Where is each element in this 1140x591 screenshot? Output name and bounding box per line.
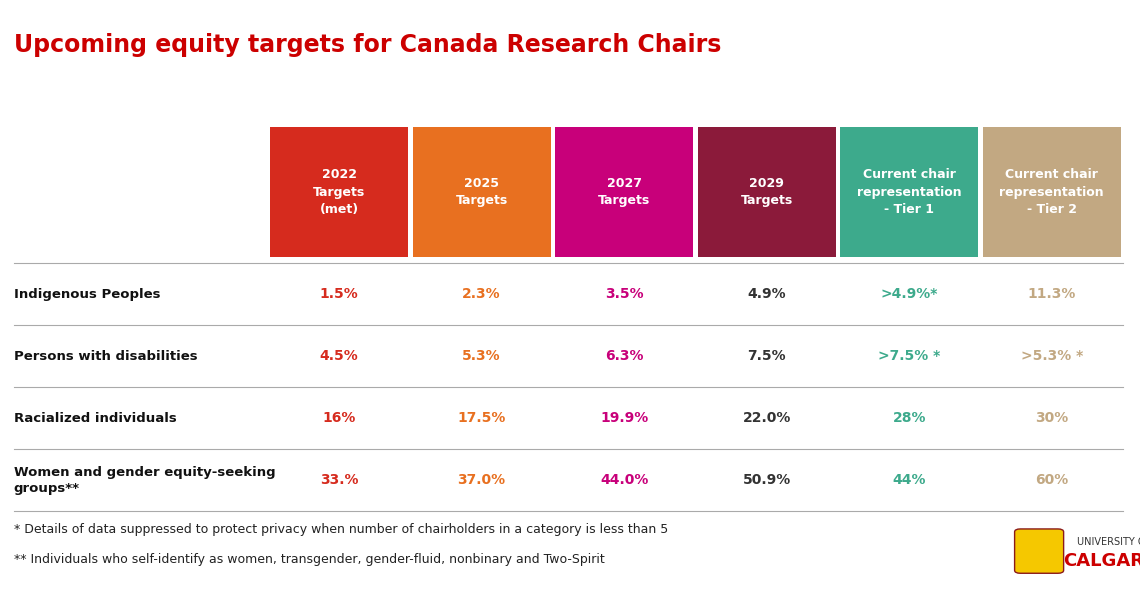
Text: Upcoming equity targets for Canada Research Chairs: Upcoming equity targets for Canada Resea… xyxy=(14,33,722,57)
FancyBboxPatch shape xyxy=(698,127,836,257)
Text: 44%: 44% xyxy=(893,473,926,487)
Text: 7.5%: 7.5% xyxy=(748,349,785,363)
Text: 50.9%: 50.9% xyxy=(742,473,791,487)
FancyBboxPatch shape xyxy=(270,127,408,257)
Text: 4.9%: 4.9% xyxy=(748,287,785,301)
FancyBboxPatch shape xyxy=(413,127,551,257)
Text: 17.5%: 17.5% xyxy=(457,411,506,425)
Text: Current chair
representation
- Tier 1: Current chair representation - Tier 1 xyxy=(857,168,961,216)
FancyBboxPatch shape xyxy=(983,127,1121,257)
Text: 33.%: 33.% xyxy=(320,473,358,487)
Text: Indigenous Peoples: Indigenous Peoples xyxy=(14,288,161,300)
Text: 2022
Targets
(met): 2022 Targets (met) xyxy=(314,168,365,216)
Text: 44.0%: 44.0% xyxy=(600,473,649,487)
Text: >5.3% *: >5.3% * xyxy=(1020,349,1083,363)
Text: * Details of data suppressed to protect privacy when number of chairholders in a: * Details of data suppressed to protect … xyxy=(14,523,668,536)
Text: 19.9%: 19.9% xyxy=(600,411,649,425)
Text: >4.9%*: >4.9%* xyxy=(880,287,938,301)
Text: Women and gender equity-seeking
groups**: Women and gender equity-seeking groups** xyxy=(14,466,275,495)
Text: 1.5%: 1.5% xyxy=(320,287,358,301)
Text: 2029
Targets: 2029 Targets xyxy=(741,177,792,207)
Text: 2.3%: 2.3% xyxy=(463,287,500,301)
Text: Racialized individuals: Racialized individuals xyxy=(14,412,177,424)
Text: 22.0%: 22.0% xyxy=(742,411,791,425)
Text: Current chair
representation
- Tier 2: Current chair representation - Tier 2 xyxy=(1000,168,1104,216)
Text: 6.3%: 6.3% xyxy=(605,349,643,363)
Text: CALGARY: CALGARY xyxy=(1064,553,1140,570)
FancyBboxPatch shape xyxy=(1015,529,1064,573)
Text: 3.5%: 3.5% xyxy=(605,287,643,301)
FancyBboxPatch shape xyxy=(555,127,693,257)
Text: 28%: 28% xyxy=(893,411,926,425)
Text: UNIVERSITY OF: UNIVERSITY OF xyxy=(1077,537,1140,547)
Text: 11.3%: 11.3% xyxy=(1027,287,1076,301)
Text: 2025
Targets: 2025 Targets xyxy=(456,177,507,207)
Text: Persons with disabilities: Persons with disabilities xyxy=(14,350,197,362)
Text: 37.0%: 37.0% xyxy=(457,473,506,487)
Text: 60%: 60% xyxy=(1035,473,1068,487)
Text: >7.5% *: >7.5% * xyxy=(878,349,940,363)
Text: 4.5%: 4.5% xyxy=(320,349,358,363)
Text: ** Individuals who self-identify as women, transgender, gender-fluid, nonbinary : ** Individuals who self-identify as wome… xyxy=(14,553,604,566)
Text: 30%: 30% xyxy=(1035,411,1068,425)
Text: 2027
Targets: 2027 Targets xyxy=(598,177,650,207)
Text: 5.3%: 5.3% xyxy=(463,349,500,363)
FancyBboxPatch shape xyxy=(840,127,978,257)
Text: 16%: 16% xyxy=(323,411,356,425)
